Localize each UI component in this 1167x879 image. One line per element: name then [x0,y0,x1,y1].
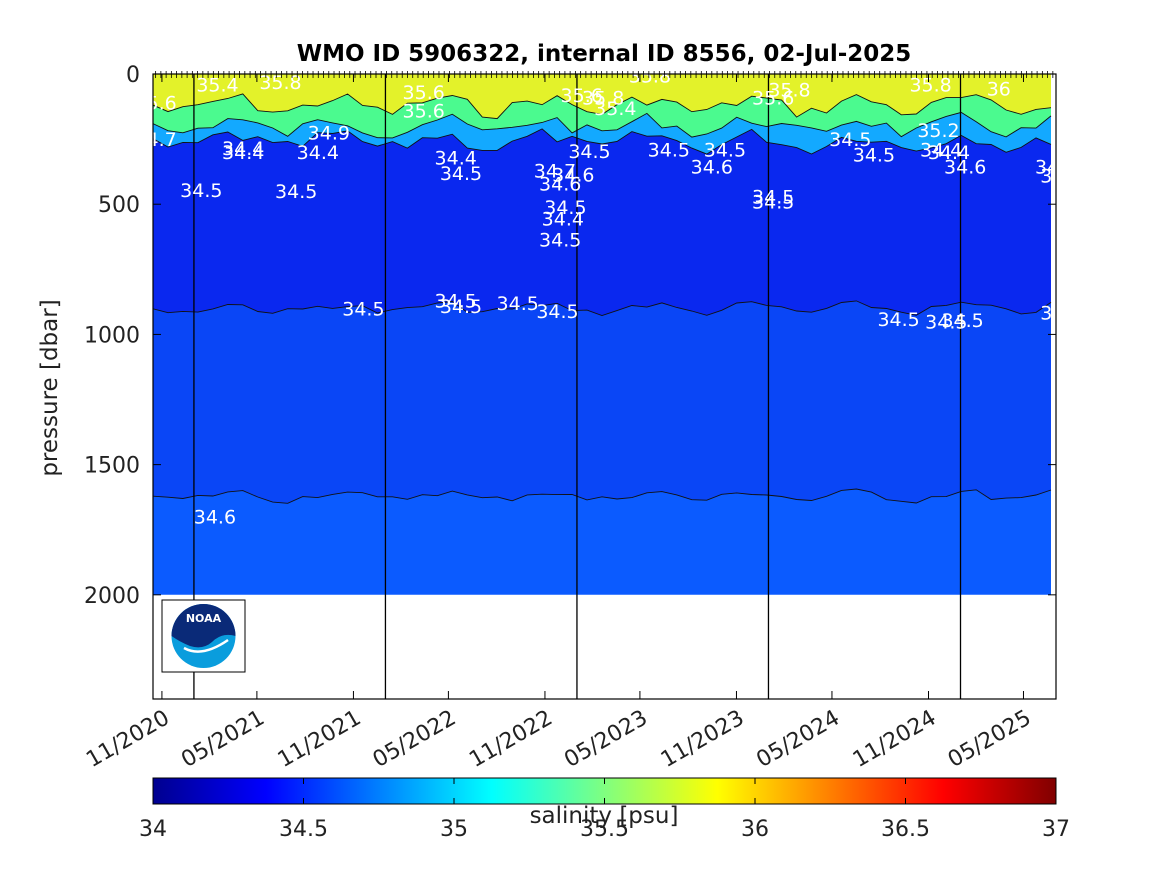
salinity-layer-5 [153,489,1051,595]
contour-label: 34.4 [542,209,584,231]
colorbar-tick-label: 37 [1042,817,1070,842]
contour-line-5 [153,488,1052,504]
colorbar-tick-label: 34.5 [279,817,328,842]
contour-label: 35.6 [403,101,445,123]
contour-line-1 [153,93,1052,120]
salinity-layers [153,74,1051,595]
y-tick-label: 500 [98,193,140,218]
contour-line-2 [153,111,1052,139]
contour-label: 34.5 [704,140,746,162]
contour-label: 34.5 [544,197,586,219]
salinity-layer-0 [153,74,1051,119]
contour-label: 35.8 [582,87,624,109]
contour-label: 35.2 [917,120,959,142]
x-tick-label: 11/2023 [657,706,749,773]
plot-area: 35.635.4 35.834.7 34.934.434.4 34.434.5 34.5… [134,65,1064,699]
year-boundary-lines [193,74,962,699]
contour-label: 34.5 [853,145,895,167]
contour-label: 35.4 [196,74,238,96]
contour-label: 35.8 [909,74,951,96]
contour-label: 34.5 [440,163,482,185]
x-tick-label: 11/2021 [274,706,366,773]
contour-label: 34.5 [648,140,690,162]
contour-label: 35.6 [403,82,445,104]
contour-label: 35.4 [594,98,636,120]
contour-label: 34.5 [435,291,477,313]
contour-label: 34.5 [568,141,610,163]
x-tick-label: 05/2021 [177,706,269,773]
colorbar-tick-label: 36 [741,817,769,842]
y-axis: 0 500 1000 1500 2000 [84,63,1056,609]
contour-label: 34.5 [941,310,983,332]
contour-label: 34.5 [497,293,539,315]
plot-frame [152,73,1057,700]
y-axis-label: pressure [dbar] [37,299,63,476]
contour-label: 34.4 [928,142,970,164]
y-tick-label: 0 [126,63,140,88]
contour-label: 34.6 [552,164,594,186]
contour-label: 35.6 [752,87,794,109]
y-tick-label: 2000 [84,584,140,609]
colorbar-ticks: 34 34.5 35 35.5 36 36.5 37 [139,778,1070,842]
contour-label: 34 [1040,302,1064,324]
contour-label: 34 [1035,156,1059,178]
contour-label: 34.5 [536,301,578,323]
x-tick-label: 05/2023 [560,706,652,773]
contour-label: 35.8 [259,72,301,94]
contour-label: 34 [1040,166,1064,188]
contour-label: 34.4 [297,142,339,164]
contour-label: 34.6 [944,156,986,178]
contour-label: 34.7 [134,129,176,151]
contour-label: 34.5 [752,186,794,208]
salinity-layer-1 [153,93,1051,138]
contour-label: 35.6 [561,85,603,107]
contour-label: 34.5 [752,192,794,214]
x-tick-label: 05/2025 [944,706,1036,773]
x-tick-label: 11/2020 [82,706,174,773]
contour-lines [153,93,1052,504]
contour-label: 34.5 [829,129,871,151]
salinity-layer-4 [153,300,1051,504]
contour-label: 34.4 [222,142,264,164]
contour-labels: 35.635.4 35.834.7 34.934.434.4 34.434.5 34.5… [134,65,1064,529]
contour-label: 34.6 [691,156,733,178]
logo-text: NOAA [186,612,222,625]
contour-label: 34.5 [925,311,967,333]
contour-label: 35.8 [768,80,810,102]
contour-label: 34.6 [194,507,236,529]
contour-label: 34.7 [534,160,576,182]
noaa-logo: NOAA [161,599,246,673]
y-tick-label: 1000 [84,323,140,348]
contour-label: 34.5 [877,309,919,331]
colorbar-tick-label: 34 [139,817,167,842]
contour-label: 36 [987,78,1011,100]
colorbar-tick-label: 36.5 [881,817,930,842]
contour-label: 34.5 [440,296,482,318]
salinity-layer-3 [153,128,1051,316]
contour-label: 34.4 [435,147,477,169]
contour-label: 34.6 [539,173,581,195]
colorbar-tick-label: 35 [440,817,468,842]
x-tick-label: 11/2024 [849,706,941,773]
contour-line-3 [153,128,1052,155]
contour-label: 34.9 [308,123,350,145]
contour-label: 34.4 [222,138,264,160]
contour-label: 34.5 [180,180,222,202]
contour-label: 34.5 [275,181,317,203]
salinity-layer-2 [153,112,1051,155]
colorbar-label: salinity [psu] [530,803,679,829]
contour-line-4 [153,300,1052,316]
contour-label: 34.5 [539,229,581,251]
x-tick-label: 11/2022 [465,706,557,773]
contour-label: 34.4 [920,140,962,162]
colorbar-tick-label: 35.5 [580,817,629,842]
x-tick-label: 05/2024 [752,706,844,773]
chart-title: WMO ID 5906322, internal ID 8556, 02-Jul… [297,41,912,67]
x-tick-label: 05/2022 [369,706,461,773]
y-tick-label: 1500 [84,454,140,479]
contour-label: 35.8 [629,65,671,87]
contour-label: 35.6 [134,93,176,115]
contour-label: 34.5 [342,298,384,320]
